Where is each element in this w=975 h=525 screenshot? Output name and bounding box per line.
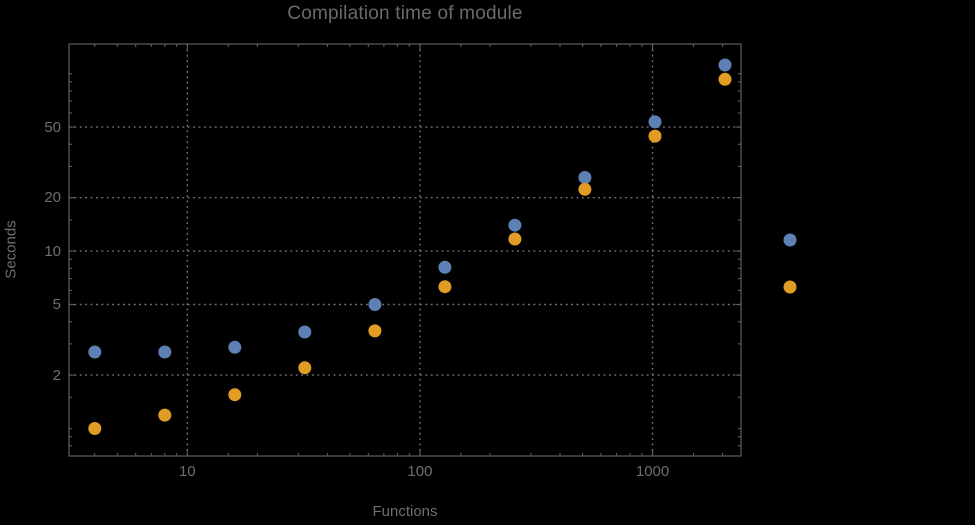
data-point-series-1-blue (578, 171, 592, 184)
x-tick-label-1000: 1000 (635, 463, 670, 480)
data-point-series-2-orange (298, 361, 312, 375)
y-tick-label-5: 5 (52, 296, 61, 313)
data-point-series-2-orange (158, 408, 172, 422)
x-axis-label: Functions (372, 503, 438, 520)
data-point-series-2-orange (228, 388, 242, 402)
chart-title: Compilation time of module (287, 3, 523, 24)
data-point-series-1-blue (368, 298, 382, 311)
y-tick-label-2: 2 (52, 366, 61, 384)
data-point-series-1-blue (648, 115, 662, 129)
data-point-series-1-blue (158, 345, 172, 359)
data-point-series-2-orange (368, 324, 382, 338)
legend-marker-orange (783, 280, 797, 294)
data-point-series-1-blue (298, 325, 312, 339)
y-tick-label-20: 20 (44, 189, 61, 207)
legend-marker-blue (783, 233, 797, 247)
data-point-series-1-blue (718, 58, 732, 72)
data-point-series-2-orange (648, 129, 662, 143)
data-point-series-1-blue (508, 218, 522, 232)
y-tick-label-50: 50 (44, 118, 61, 136)
x-tick-label-10: 10 (178, 463, 196, 480)
data-point-series-1-blue (438, 260, 452, 274)
data-point-series-1-blue (88, 345, 102, 359)
data-point-series-2-orange (508, 232, 522, 246)
plot-frame (68, 43, 742, 457)
x-tick-label-100: 100 (407, 463, 433, 480)
y-tick-label-10: 10 (44, 242, 61, 260)
data-point-series-2-orange (578, 182, 592, 196)
data-point-series-2-orange (718, 72, 732, 86)
data-point-series-2-orange (88, 422, 102, 435)
data-point-series-2-orange (438, 280, 452, 294)
data-point-series-1-blue (228, 340, 242, 354)
